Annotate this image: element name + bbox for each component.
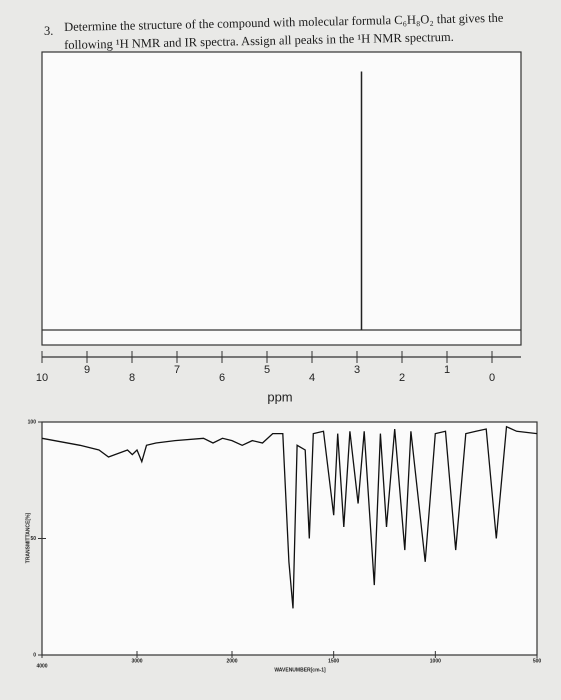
x-tick-label: 1 — [444, 364, 450, 376]
x-tick-label: 9 — [84, 364, 90, 376]
x-tick-label: 5 — [264, 364, 270, 376]
x-tick-label: 4000 — [36, 663, 47, 669]
x-tick-label: 500 — [533, 658, 542, 664]
x-tick-label: 3 — [354, 364, 360, 376]
y-tick-label: 0 — [33, 652, 36, 658]
x-tick-label: 1000 — [430, 658, 441, 664]
x-tick-label: 7 — [174, 364, 180, 376]
x-tick-label: 8 — [129, 372, 135, 384]
x-tick-label: 10 — [36, 372, 48, 384]
nmr-frame — [41, 51, 522, 346]
x-tick-label: 4 — [309, 372, 315, 384]
x-tick-label: 2 — [399, 372, 405, 384]
x-tick-label: 2000 — [226, 658, 237, 664]
y-tick-label: 100 — [28, 419, 37, 425]
nmr-x-label: ppm — [267, 389, 292, 404]
x-tick-label: 3000 — [131, 658, 142, 664]
ir-y-label: TRANSMITTANCE[%] — [25, 512, 31, 563]
ir-trace — [41, 425, 538, 609]
ir-x-label: WAVENUMBER[cm-1] — [274, 667, 326, 673]
x-tick-label: 1500 — [328, 658, 339, 664]
x-tick-label: 6 — [219, 372, 225, 384]
question-number: 3. — [44, 24, 54, 38]
y-tick-label: 50 — [30, 536, 36, 542]
x-tick-label: 0 — [489, 372, 495, 384]
ir-frame — [41, 421, 538, 656]
